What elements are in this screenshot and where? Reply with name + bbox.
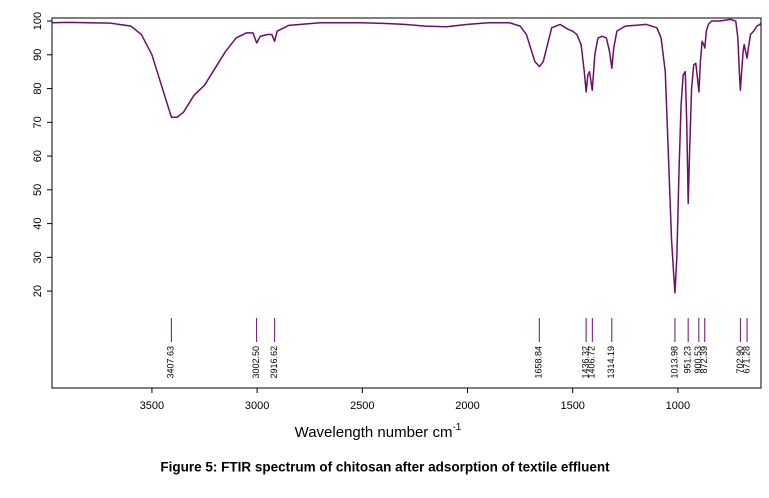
peak-label: 872.39 — [699, 346, 709, 374]
y-tick-label: 70 — [32, 116, 44, 128]
peak-label: 1436.32 — [580, 346, 590, 379]
peak-label: 2916.62 — [269, 346, 279, 379]
y-tick-label: 30 — [32, 251, 44, 263]
x-axis-label: Wavelength number cm-1 — [295, 422, 462, 441]
y-tick-label: 20 — [32, 285, 44, 297]
peak-label: 3407.63 — [166, 346, 176, 379]
x-tick-label: 1500 — [560, 400, 584, 412]
y-tick-label: 50 — [32, 184, 44, 196]
y-tick-label: 90 — [32, 49, 44, 61]
x-tick-label: 3500 — [140, 400, 164, 412]
peak-label: 951.23 — [683, 346, 693, 374]
y-tick-label: 100 — [32, 12, 44, 30]
x-tick-label: 2500 — [350, 400, 374, 412]
y-tick-label: 80 — [32, 82, 44, 94]
x-tick-label: 3000 — [245, 400, 269, 412]
peak-label: 900.53 — [693, 346, 703, 374]
peak-label: 3002.50 — [251, 346, 261, 379]
peak-label: 1013.98 — [669, 346, 679, 379]
peak-label: 1406.72 — [587, 346, 597, 379]
y-tick-label: 60 — [32, 150, 44, 162]
plot-frame — [51, 17, 762, 389]
peak-label: 1658.84 — [534, 346, 544, 379]
y-tick-label: 40 — [32, 217, 44, 229]
caption: Figure 5: FTIR spectrum of chitosan afte… — [160, 460, 610, 475]
x-tick-label: 1000 — [666, 400, 690, 412]
spectrum-line — [51, 18, 762, 294]
peak-label: 671.28 — [741, 346, 751, 374]
peak-label: 1314.19 — [606, 346, 616, 379]
peak-label: 702.90 — [735, 346, 745, 374]
x-tick-label: 2000 — [455, 400, 479, 412]
